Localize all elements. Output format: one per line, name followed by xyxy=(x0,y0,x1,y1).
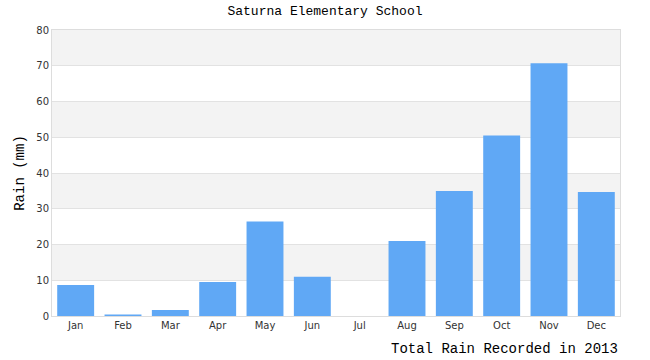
svg-text:Aug: Aug xyxy=(397,320,417,331)
svg-text:Saturna Elementary School: Saturna Elementary School xyxy=(227,4,422,19)
svg-text:Apr: Apr xyxy=(209,320,227,331)
svg-text:20: 20 xyxy=(36,239,49,250)
svg-text:40: 40 xyxy=(36,168,49,179)
svg-text:30: 30 xyxy=(36,203,49,214)
svg-text:0: 0 xyxy=(43,311,49,322)
svg-text:Rain (mm): Rain (mm) xyxy=(12,135,28,211)
svg-text:May: May xyxy=(255,320,276,331)
svg-text:Jul: Jul xyxy=(353,320,366,331)
svg-text:80: 80 xyxy=(36,25,49,36)
svg-text:Feb: Feb xyxy=(114,320,132,331)
svg-text:10: 10 xyxy=(36,275,49,286)
svg-text:Jan: Jan xyxy=(67,320,83,331)
svg-text:50: 50 xyxy=(36,132,49,143)
svg-text:Sep: Sep xyxy=(445,320,464,331)
svg-text:Total Rain Recorded in 2013: Total Rain Recorded in 2013 xyxy=(391,341,618,357)
svg-text:60: 60 xyxy=(36,96,49,107)
svg-text:Jun: Jun xyxy=(304,320,321,331)
svg-text:Mar: Mar xyxy=(161,320,181,331)
svg-text:70: 70 xyxy=(36,60,49,71)
svg-text:Dec: Dec xyxy=(587,320,606,331)
svg-text:Oct: Oct xyxy=(493,320,510,331)
svg-text:Nov: Nov xyxy=(539,320,559,331)
